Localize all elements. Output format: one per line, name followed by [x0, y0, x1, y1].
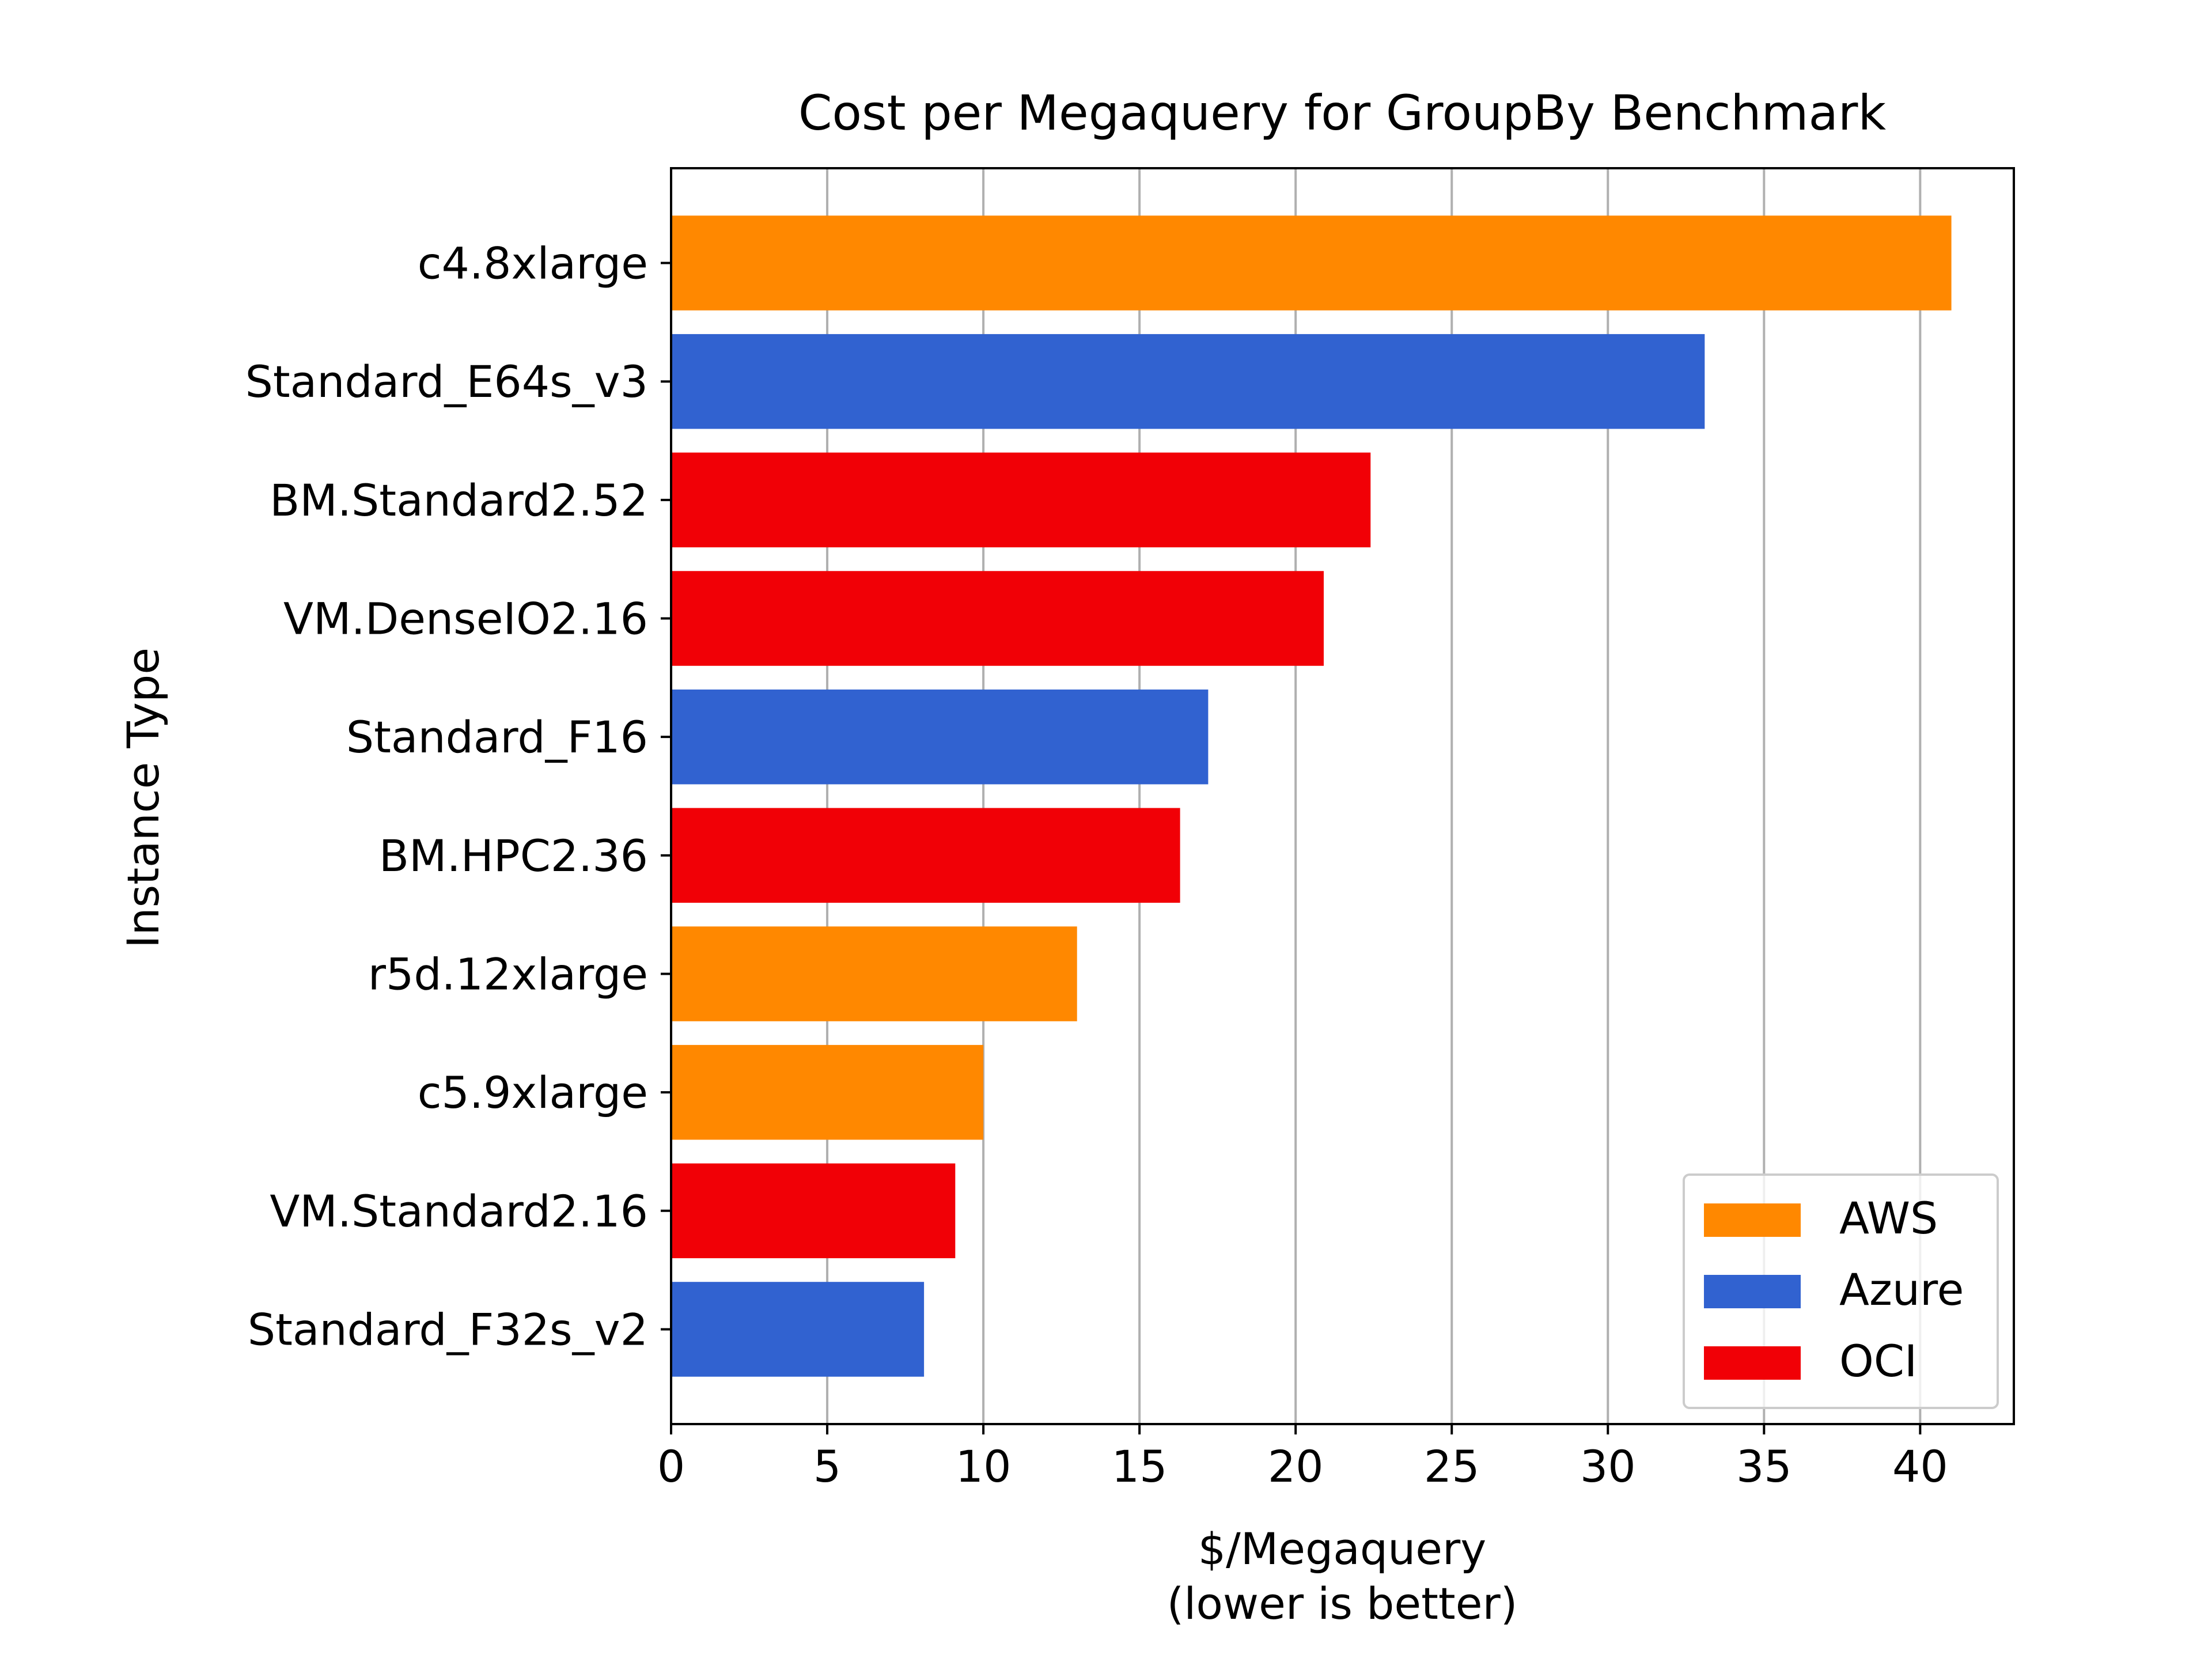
- x-tick-label: 30: [1580, 1441, 1636, 1492]
- bar-standard-f16: [671, 689, 1209, 785]
- x-axis-sublabel: (lower is better): [1167, 1578, 1518, 1629]
- legend-label-azure: Azure: [1839, 1264, 1964, 1315]
- bar-c5-9xlarge: [671, 1044, 984, 1140]
- bar-c4-8xlarge: [671, 215, 1952, 311]
- y-axis-label: Instance Type: [118, 648, 169, 948]
- legend-label-oci: OCI: [1839, 1335, 1917, 1387]
- legend-swatch-azure: [1704, 1275, 1801, 1308]
- bar-bm-standard2-52: [671, 452, 1371, 548]
- y-tick-label: c4.8xlarge: [418, 238, 648, 289]
- x-tick-label: 40: [1892, 1441, 1948, 1492]
- x-tick-label: 20: [1268, 1441, 1324, 1492]
- x-tick-label: 25: [1424, 1441, 1480, 1492]
- y-tick-label: r5d.12xlarge: [368, 948, 648, 1000]
- y-tick-label: VM.DenseIO2.16: [283, 593, 648, 645]
- x-tick-label: 0: [657, 1441, 685, 1492]
- ticks: 0 5 10 15 20 25 30 35 40 c4.8xlarge Standard_E64s_…: [245, 238, 1948, 1492]
- y-tick-label: Standard_E64s_v3: [245, 356, 648, 407]
- x-tick-label: 5: [813, 1441, 841, 1492]
- bar-r5d-12xlarge: [671, 926, 1077, 1021]
- bars: [671, 215, 1952, 1377]
- bar-standard-e64s-v3: [671, 334, 1705, 429]
- x-tick-label: 10: [956, 1441, 1012, 1492]
- bar-vm-standard2-16: [671, 1163, 956, 1259]
- x-tick-label: 15: [1112, 1441, 1168, 1492]
- legend-swatch-oci: [1704, 1346, 1801, 1380]
- chart-title: Cost per Megaquery for GroupBy Benchmark: [798, 85, 1887, 141]
- y-tick-label: Standard_F16: [346, 711, 648, 763]
- bar-standard-f32s-v2: [671, 1282, 925, 1377]
- y-tick-label: c5.9xlarge: [418, 1067, 648, 1118]
- y-tick-label: BM.Standard2.52: [270, 475, 648, 526]
- x-tick-label: 35: [1736, 1441, 1792, 1492]
- legend-label-aws: AWS: [1839, 1192, 1938, 1244]
- bar-vm-denseio2-16: [671, 571, 1324, 666]
- legend-swatch-aws: [1704, 1203, 1801, 1237]
- bar-bm-hpc2-36: [671, 808, 1180, 903]
- x-axis-label: $/Megaquery: [1198, 1523, 1487, 1574]
- y-tick-label: Standard_F32s_v2: [248, 1304, 648, 1355]
- legend: AWS Azure OCI: [1683, 1173, 1999, 1409]
- y-tick-label: VM.Standard2.16: [270, 1186, 648, 1237]
- plot-frame: [670, 167, 2015, 1425]
- y-tick-label: BM.HPC2.36: [379, 830, 648, 881]
